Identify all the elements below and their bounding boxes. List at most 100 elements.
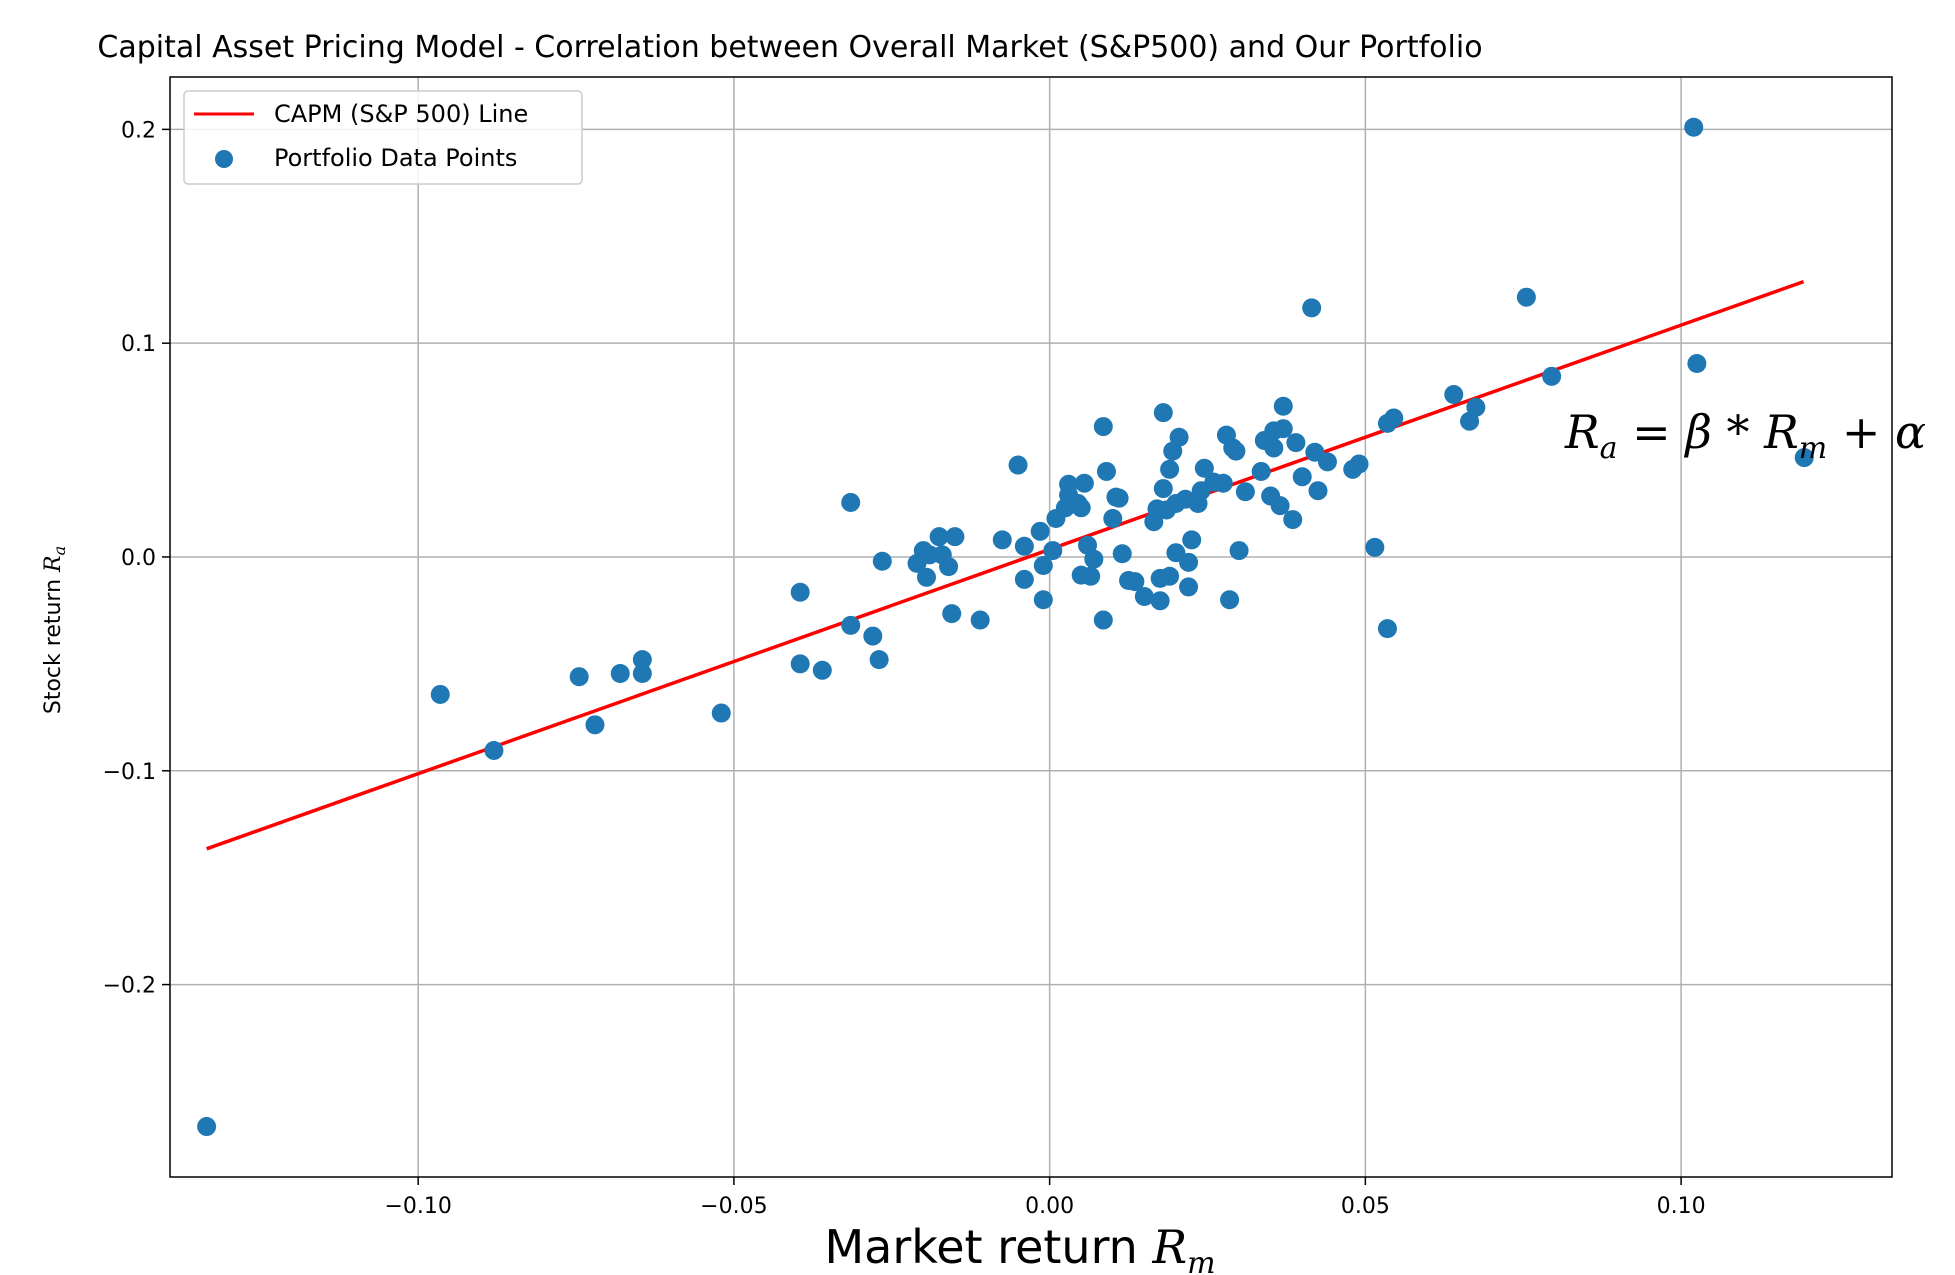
portfolio-data-point: [1687, 353, 1707, 373]
portfolio-data-point: [197, 1117, 217, 1137]
portfolio-data-point: [992, 530, 1012, 550]
portfolio-data-point: [1273, 396, 1293, 416]
portfolio-data-point: [1014, 569, 1034, 589]
portfolio-data-point: [430, 684, 450, 704]
portfolio-data-point: [812, 660, 832, 680]
x-axis-ticks: −0.10 −0.05 0.00 0.05 0.10: [384, 1177, 1706, 1219]
portfolio-data-point: [872, 551, 892, 571]
portfolio-data-point: [1226, 441, 1246, 461]
portfolio-data-point: [1150, 591, 1170, 611]
y-tick-label: −0.2: [103, 974, 156, 999]
portfolio-data-point: [1365, 537, 1385, 557]
portfolio-data-point: [1684, 117, 1704, 137]
portfolio-data-point: [1109, 488, 1129, 508]
portfolio-data-point: [632, 650, 652, 670]
capm-line-layer: [206, 279, 1805, 851]
portfolio-data-point: [1103, 508, 1123, 528]
x-axis-label-text: Market return: [824, 1220, 1152, 1274]
portfolio-data-point: [841, 492, 861, 512]
portfolio-data-point: [484, 740, 504, 760]
portfolio-data-point: [1466, 397, 1486, 417]
portfolio-data-point: [1179, 552, 1199, 572]
portfolio-data-point: [1081, 566, 1101, 586]
portfolio-data-point: [1384, 408, 1404, 428]
portfolio-data-point: [1030, 521, 1050, 541]
x-axis-label-sub: m: [1187, 1246, 1215, 1275]
portfolio-data-point: [790, 582, 810, 602]
x-tick-label: 0.05: [1341, 1194, 1390, 1219]
portfolio-data-point: [1292, 467, 1312, 487]
portfolio-data-point: [1283, 510, 1303, 530]
portfolio-data-point: [869, 650, 889, 670]
portfolio-data-point: [1033, 556, 1053, 576]
chart-title: Capital Asset Pricing Model - Correlatio…: [97, 30, 1482, 65]
portfolio-data-point: [1349, 454, 1369, 474]
portfolio-data-point: [1542, 366, 1562, 386]
portfolio-data-point: [841, 615, 861, 635]
portfolio-data-point: [1084, 549, 1104, 569]
portfolio-data-point: [1014, 536, 1034, 556]
capm-formula-annotation: Ra = β * Rm + α: [1564, 405, 1926, 466]
formula-lhs: R: [1564, 405, 1600, 459]
x-tick-label: −0.05: [700, 1194, 767, 1219]
portfolio-data-point: [1794, 448, 1814, 468]
portfolio-data-point: [916, 567, 936, 587]
portfolio-data-point: [1317, 452, 1337, 472]
y-tick-label: 0.1: [121, 332, 156, 357]
x-axis-label: Market return Rm: [824, 1220, 1215, 1275]
formula-lhs-sub: a: [1600, 431, 1618, 466]
portfolio-data-point: [1153, 403, 1173, 423]
portfolio-data-point: [1134, 587, 1154, 607]
portfolio-data-point: [1093, 417, 1113, 437]
portfolio-data-point: [1179, 577, 1199, 597]
y-axis-label: Stock return Ra: [41, 546, 69, 714]
portfolio-data-point: [1160, 566, 1180, 586]
portfolio-data-point: [1043, 541, 1063, 561]
portfolio-data-point: [1169, 427, 1189, 447]
portfolio-data-point: [939, 557, 959, 577]
y-axis-label-text: Stock return: [41, 572, 66, 714]
portfolio-data-point: [863, 626, 883, 646]
portfolio-data-point: [1125, 572, 1145, 592]
legend-point-swatch: [215, 150, 233, 168]
portfolio-data-point: [1096, 461, 1116, 481]
portfolio-data-point: [945, 527, 965, 547]
portfolio-data-point: [1229, 541, 1249, 561]
capm-regression-line: [206, 279, 1805, 851]
portfolio-data-point: [1093, 610, 1113, 630]
portfolio-data-point: [1220, 590, 1240, 610]
portfolio-data-point: [1444, 384, 1464, 404]
legend: CAPM (S&P 500) Line Portfolio Data Point…: [183, 90, 583, 185]
portfolio-data-point: [1286, 433, 1306, 453]
axes-frame: [169, 76, 1893, 1178]
portfolio-data-point: [1302, 298, 1322, 318]
y-tick-label: 0.0: [121, 546, 156, 571]
portfolio-data-point: [790, 654, 810, 674]
portfolio-data-point: [1182, 530, 1202, 550]
portfolio-data-point: [1273, 419, 1293, 439]
portfolio-data-point: [1264, 438, 1284, 458]
legend-label-portfolio-points: Portfolio Data Points: [274, 144, 517, 172]
formula-rhs-sub: m: [1799, 431, 1827, 466]
y-tick-label: −0.1: [103, 760, 156, 785]
portfolio-data-point: [1033, 590, 1053, 610]
formula-rhs2: + α: [1827, 405, 1926, 459]
portfolio-data-point: [1377, 619, 1397, 639]
y-axis-label-var: R: [41, 555, 66, 573]
portfolio-data-point: [1235, 482, 1255, 502]
portfolio-data-point: [929, 527, 949, 547]
portfolio-data-point: [1308, 481, 1328, 501]
portfolio-data-point: [1008, 455, 1028, 475]
plot-area: [197, 117, 1814, 1137]
x-tick-label: 0.10: [1657, 1194, 1706, 1219]
portfolio-data-point: [970, 610, 990, 630]
portfolio-data-point: [1160, 459, 1180, 479]
x-tick-label: −0.10: [384, 1194, 451, 1219]
portfolio-data-point: [1112, 544, 1132, 564]
portfolio-points-layer: [197, 117, 1814, 1137]
y-axis-ticks: −0.2 −0.1 0.0 0.1 0.2: [103, 118, 170, 999]
y-tick-label: 0.2: [121, 118, 156, 143]
y-axis-label-sub: a: [50, 546, 69, 556]
